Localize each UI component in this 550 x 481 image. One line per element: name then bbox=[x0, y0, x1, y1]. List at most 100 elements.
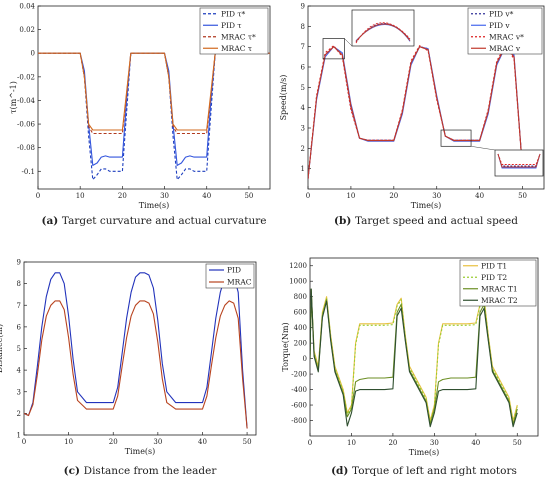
y-tick-label: 3 bbox=[17, 388, 21, 396]
chart-caption: (c) Distance from the leader bbox=[64, 465, 218, 477]
x-tick-label: 50 bbox=[244, 192, 253, 200]
x-tick-label: 50 bbox=[518, 192, 527, 200]
x-tick-label: 40 bbox=[202, 192, 211, 200]
plot-frame bbox=[37, 5, 271, 190]
zoom-connector bbox=[471, 146, 496, 151]
x-tick-label: 20 bbox=[109, 438, 118, 446]
series-line-0 bbox=[308, 46, 524, 179]
y-tick-label: -0.1 bbox=[22, 168, 36, 176]
legend-entry: MRAC T2 bbox=[481, 296, 518, 305]
x-tick-label: 10 bbox=[64, 438, 73, 446]
y-tick-label: 0 bbox=[303, 355, 307, 363]
legend-box bbox=[205, 263, 255, 289]
y-tick-label: 6 bbox=[301, 64, 306, 72]
x-tick-label: 20 bbox=[388, 439, 397, 447]
x-tick-label: 30 bbox=[432, 192, 441, 200]
inset-curve bbox=[497, 153, 541, 168]
x-tick-label: 30 bbox=[160, 192, 169, 200]
y-tick-label: 800 bbox=[294, 293, 307, 301]
chart-caption: (b) Target speed and actual speed bbox=[334, 215, 518, 227]
caption-text: Target curvature and actual curvature bbox=[62, 215, 267, 227]
zoom-inset-0 bbox=[351, 9, 415, 47]
y-tick-label: 7 bbox=[301, 43, 305, 51]
caption-letter: (c) bbox=[64, 465, 84, 477]
y-tick-label: -200 bbox=[291, 371, 307, 379]
legend-entry: MRAC τ* bbox=[221, 32, 256, 41]
y-tick-label: -400 bbox=[291, 386, 307, 394]
y-tick-label: 0.02 bbox=[19, 26, 35, 34]
series-line-3 bbox=[308, 46, 524, 179]
x-tick-label: 0 bbox=[308, 439, 312, 447]
x-tick-label: 40 bbox=[471, 439, 480, 447]
x-tick-label: 20 bbox=[389, 192, 398, 200]
y-tick-label: -800 bbox=[291, 417, 307, 425]
y-tick-label: 1200 bbox=[289, 262, 307, 270]
zoom-insets bbox=[322, 9, 544, 177]
caption-text: Distance from the leader bbox=[84, 465, 218, 477]
y-axis-label: τ(m^-1) bbox=[9, 81, 18, 114]
legend-box bbox=[459, 259, 537, 307]
legend-entry: PID v bbox=[489, 21, 510, 30]
y-tick-label: 4 bbox=[301, 104, 306, 112]
y-tick-label: 6 bbox=[17, 323, 22, 331]
x-axis-label: Time(s) bbox=[409, 448, 440, 457]
legend-entry: MRAC bbox=[227, 278, 252, 287]
y-axis-label: Distance(m) bbox=[0, 324, 4, 373]
y-tick-label: 600 bbox=[294, 309, 307, 317]
x-tick-label: 40 bbox=[475, 192, 484, 200]
x-tick-label: 30 bbox=[153, 438, 162, 446]
chart-panel-3: 0 10 20 30 40 50 1200 1000 800 600 400 200 0 -200 -400… bbox=[281, 257, 539, 477]
inset-curve bbox=[355, 23, 411, 42]
y-tick-label: 5 bbox=[17, 345, 21, 353]
x-tick-label: 20 bbox=[118, 192, 127, 200]
x-tick-label: 0 bbox=[36, 192, 40, 200]
caption-letter: (d) bbox=[331, 465, 352, 477]
caption-letter: (b) bbox=[334, 215, 355, 227]
series-line-3 bbox=[310, 288, 518, 428]
y-tick-label: 1 bbox=[301, 165, 305, 173]
zoom-inset-1 bbox=[494, 149, 544, 177]
legend-entry: MRAC τ bbox=[221, 44, 252, 53]
y-tick-label: 200 bbox=[294, 340, 307, 348]
legend-box bbox=[467, 7, 543, 55]
y-tick-label: 9 bbox=[301, 3, 305, 11]
zoom-connector bbox=[344, 38, 353, 47]
chart-panel-0: 0 10 20 30 40 50 0.04 0.02 0 -0.02 -0.04 -0.06 -0.08… bbox=[9, 3, 271, 227]
series-line-2 bbox=[310, 288, 518, 425]
legend-entry: MRAC T1 bbox=[481, 284, 518, 293]
legend-entry: PID τ* bbox=[221, 9, 246, 18]
y-tick-label: 2 bbox=[301, 145, 305, 153]
legend-box bbox=[199, 7, 269, 55]
zoom-source-peak bbox=[322, 38, 345, 60]
series-line-1 bbox=[308, 46, 524, 179]
chart-caption: (a) Target curvature and actual curvatur… bbox=[41, 215, 266, 227]
x-tick-label: 10 bbox=[347, 439, 356, 447]
caption-letter: (a) bbox=[41, 215, 61, 227]
y-tick-label: 2 bbox=[17, 410, 21, 418]
x-axis-label: Time(s) bbox=[411, 201, 442, 210]
y-tick-label: 7 bbox=[17, 302, 21, 310]
series-line-0 bbox=[38, 52, 270, 181]
plot-frame bbox=[307, 5, 545, 190]
series-line-1 bbox=[38, 52, 270, 166]
zoom-source-valley bbox=[440, 129, 472, 147]
legend-entry: MRAC v bbox=[489, 44, 521, 53]
y-tick-label: 3 bbox=[301, 125, 305, 133]
y-tick-label: -600 bbox=[291, 402, 307, 410]
y-tick-label: 8 bbox=[17, 280, 21, 288]
legend-entry: MRAC v* bbox=[489, 32, 524, 41]
chart-caption: (d) Torque of left and right motors bbox=[331, 465, 517, 477]
y-tick-label: -0.04 bbox=[17, 97, 35, 105]
x-tick-label: 30 bbox=[430, 439, 439, 447]
x-tick-label: 10 bbox=[346, 192, 355, 200]
legend-entry: PID T2 bbox=[481, 273, 507, 282]
x-axis-label: Time(s) bbox=[125, 447, 156, 456]
y-tick-label: -0.06 bbox=[17, 121, 35, 129]
y-tick-label: 400 bbox=[294, 324, 307, 332]
y-axis-label: Speed(m/s) bbox=[279, 75, 288, 121]
chart-panel-2: 0 10 20 30 40 50 1 2 3 4 5 6 7 8 9 Time(s) Distance(m) PI… bbox=[0, 259, 257, 477]
series-line-0 bbox=[24, 272, 248, 429]
series-line-0 bbox=[310, 289, 518, 422]
y-tick-label: 8 bbox=[301, 23, 305, 31]
